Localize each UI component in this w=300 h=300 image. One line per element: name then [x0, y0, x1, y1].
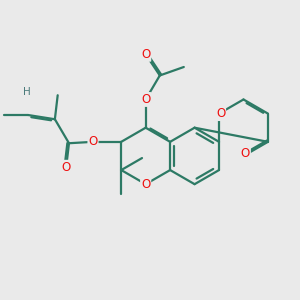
Text: H: H [23, 87, 31, 98]
Text: O: O [61, 161, 71, 174]
Text: O: O [88, 135, 98, 148]
Text: O: O [141, 93, 150, 106]
Text: O: O [216, 107, 225, 120]
Text: O: O [141, 178, 150, 191]
Text: O: O [241, 147, 250, 161]
Text: O: O [141, 48, 150, 61]
